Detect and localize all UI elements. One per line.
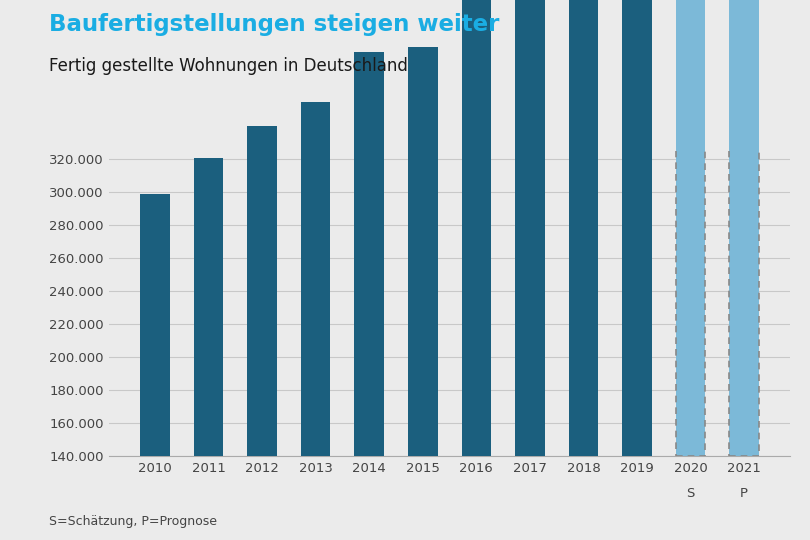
Bar bbox=[622, 0, 652, 456]
Text: S: S bbox=[686, 487, 695, 500]
Bar bbox=[247, 126, 277, 456]
Text: S=Schätzung, P=Prognose: S=Schätzung, P=Prognose bbox=[49, 515, 216, 528]
Text: P: P bbox=[740, 487, 748, 500]
Bar bbox=[140, 194, 170, 456]
Bar bbox=[729, 0, 759, 456]
Text: Baufertigstellungen steigen weiter: Baufertigstellungen steigen weiter bbox=[49, 14, 499, 37]
Bar bbox=[569, 0, 598, 456]
Bar bbox=[729, 0, 759, 456]
Bar bbox=[355, 52, 384, 456]
Text: Fertig gestellte Wohnungen in Deutschland: Fertig gestellte Wohnungen in Deutschlan… bbox=[49, 57, 407, 75]
Bar bbox=[408, 48, 437, 456]
Bar bbox=[301, 102, 330, 456]
Bar bbox=[194, 158, 224, 456]
Bar bbox=[515, 0, 544, 456]
Bar bbox=[676, 0, 706, 456]
Bar bbox=[676, 0, 706, 456]
Bar bbox=[462, 0, 491, 456]
